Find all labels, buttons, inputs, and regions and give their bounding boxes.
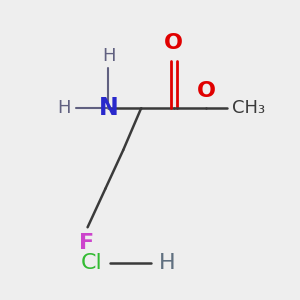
Text: N: N: [98, 96, 118, 120]
Text: O: O: [197, 81, 216, 101]
Text: F: F: [79, 233, 94, 253]
Text: Cl: Cl: [81, 253, 102, 273]
Text: H: H: [102, 47, 116, 65]
Text: H: H: [159, 253, 175, 273]
Text: H: H: [58, 99, 71, 117]
Text: O: O: [164, 33, 183, 53]
Text: CH₃: CH₃: [232, 99, 265, 117]
